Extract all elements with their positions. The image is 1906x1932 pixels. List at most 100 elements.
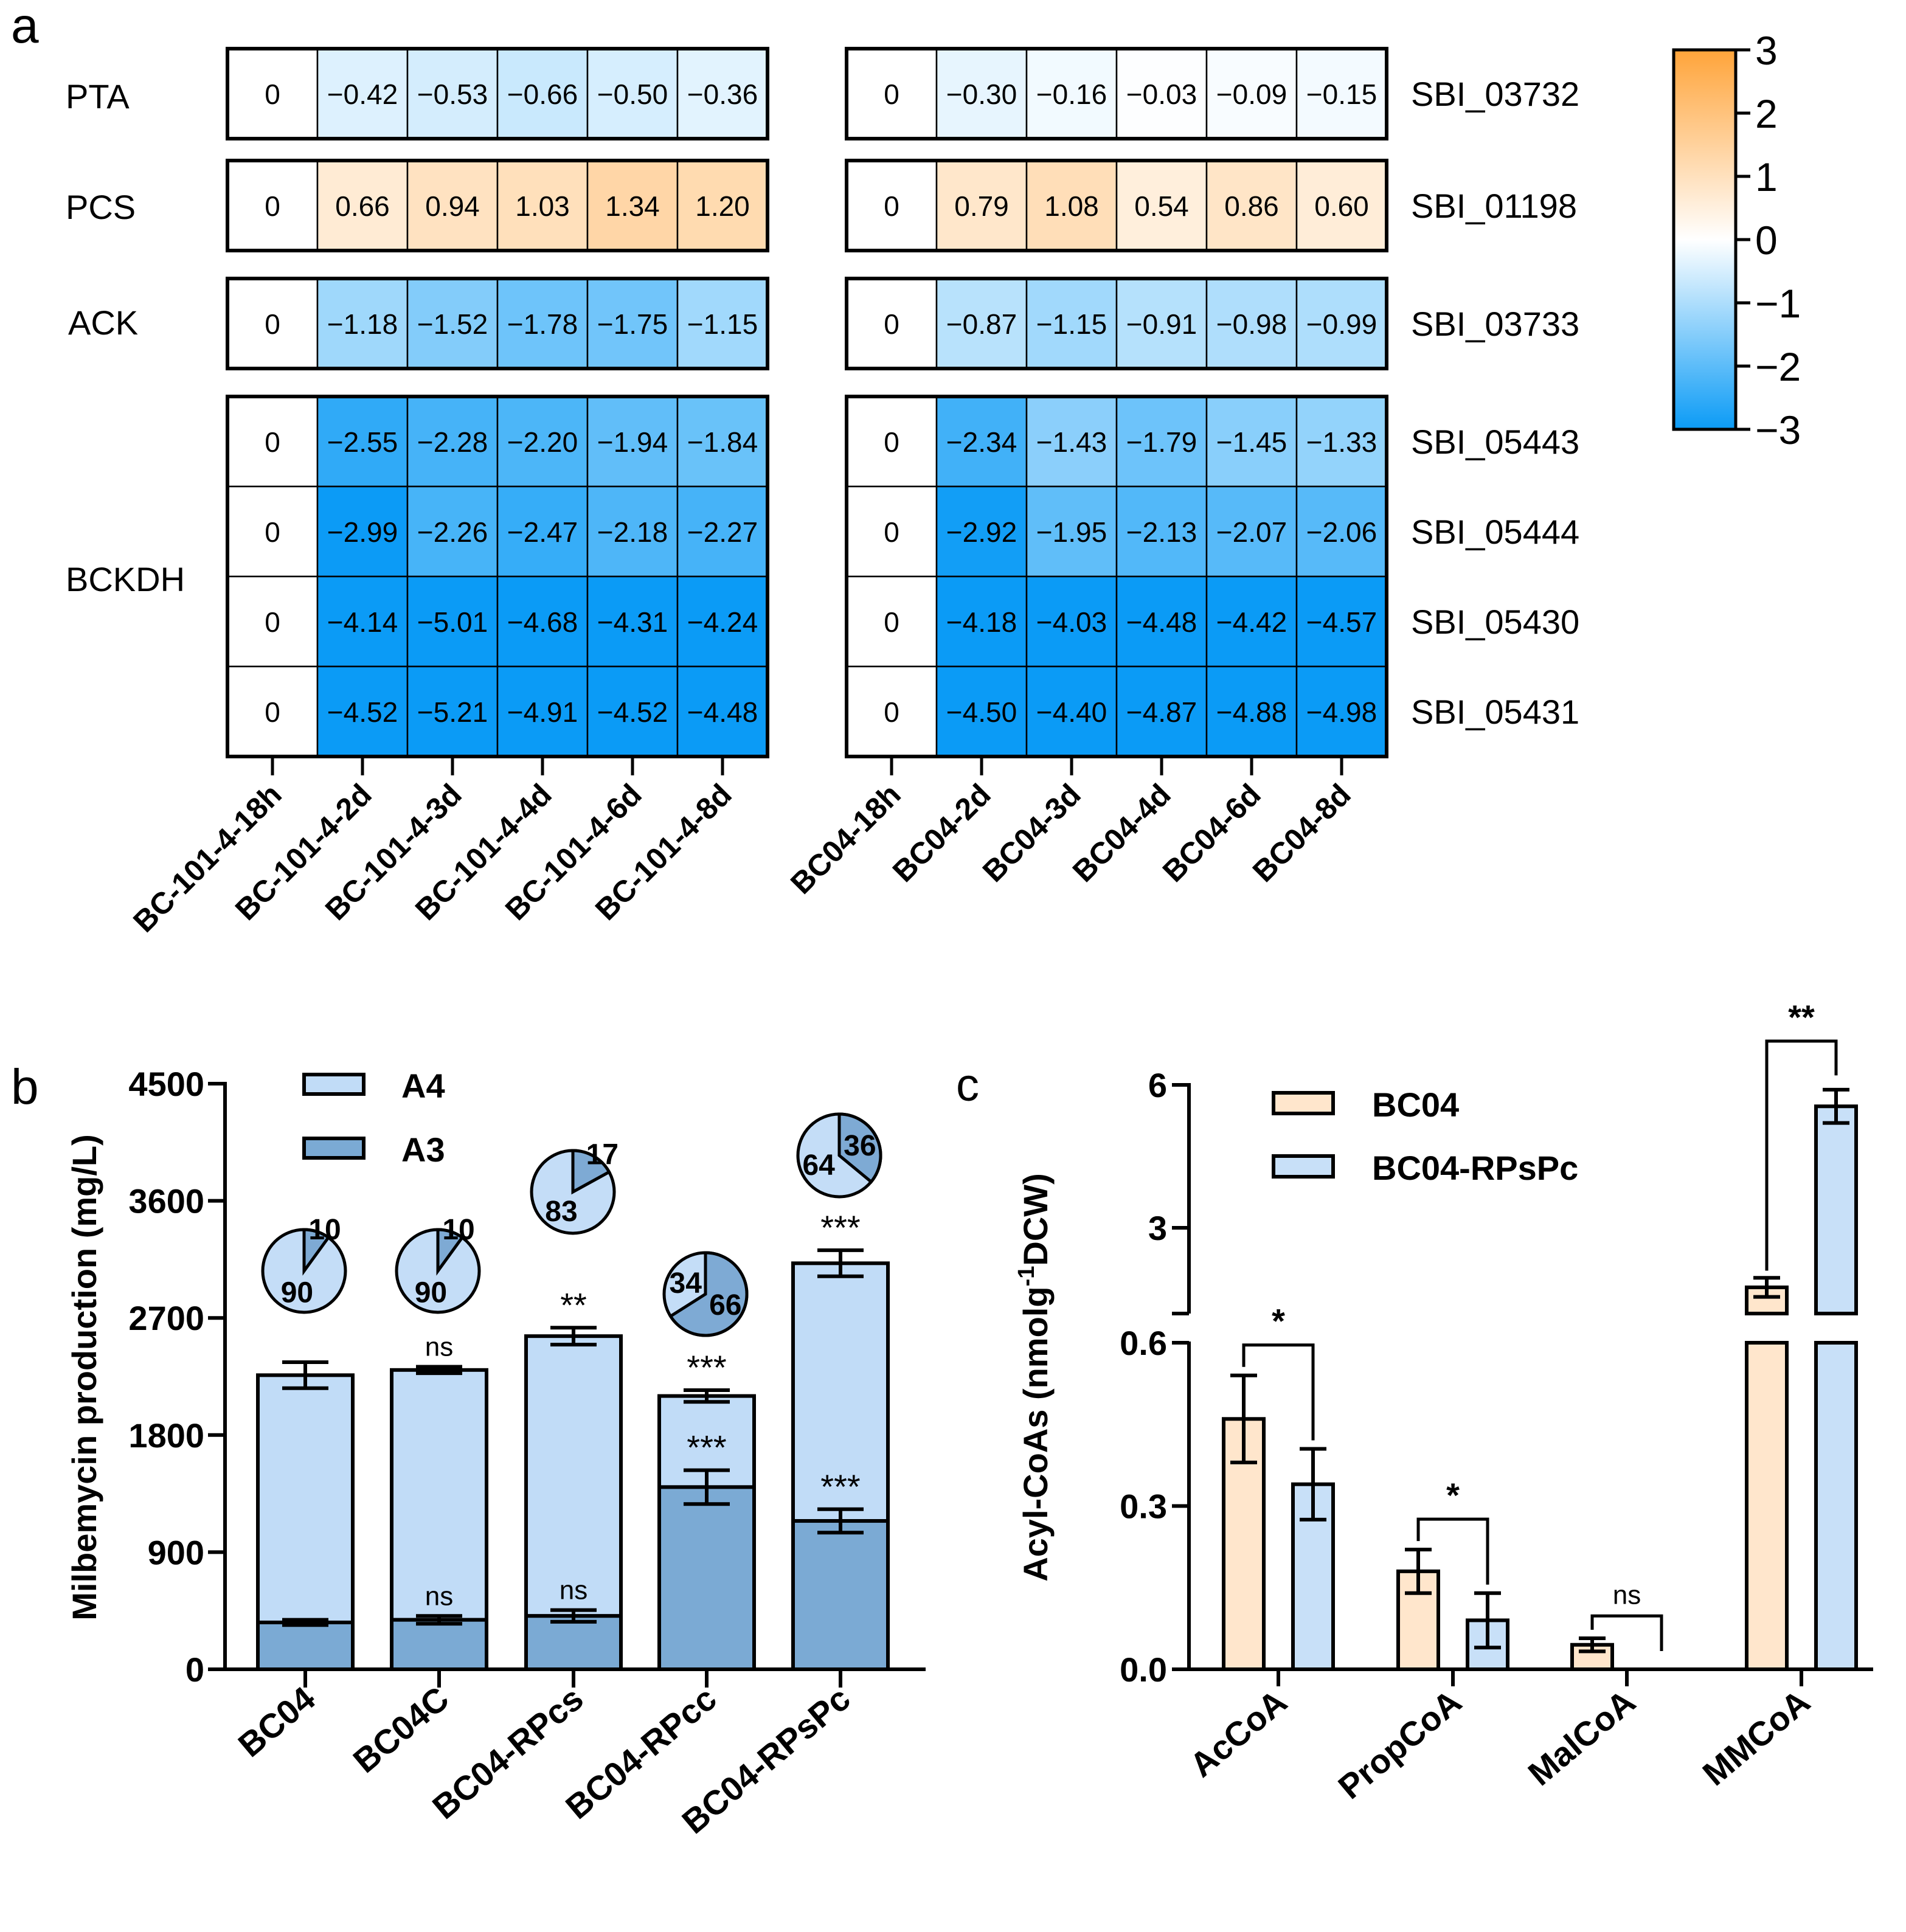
row-label: SBI_05431 xyxy=(1411,693,1579,731)
significance-bracket xyxy=(1416,1517,1489,1585)
heatmap-cell-label: −4.31 xyxy=(597,606,668,638)
column-label: BC04-6d xyxy=(1156,777,1267,888)
bar-a3 xyxy=(390,1618,488,1671)
legend-swatch xyxy=(302,1137,366,1160)
heatmap-block-border xyxy=(226,159,769,252)
pie-a3 xyxy=(837,1112,882,1184)
heatmap-cell-label: −1.18 xyxy=(327,308,398,340)
column-label: BC04-3d xyxy=(976,777,1087,888)
heatmap-cell xyxy=(676,395,769,488)
heatmap-cell-label: 0 xyxy=(265,190,280,222)
heatmap-block-border xyxy=(845,277,1388,370)
legend-swatch xyxy=(302,1073,366,1096)
heatmap-cell-label: 0 xyxy=(265,308,280,340)
heatmap-cell-label: −4.57 xyxy=(1306,606,1377,638)
legend-label: BC04-RPsPc xyxy=(1372,1149,1578,1187)
bar-a4 xyxy=(256,1373,355,1624)
pie-label-a3: 17 xyxy=(586,1139,619,1171)
colorbar-tick-label: 3 xyxy=(1755,28,1778,73)
heatmap-cell xyxy=(406,665,499,758)
heatmap-cell-label: 0 xyxy=(265,78,280,110)
y-tick-label: 3600 xyxy=(128,1182,204,1220)
heatmap-cell xyxy=(496,277,589,370)
column-label: BC04-18h xyxy=(784,777,907,901)
heatmap-cell-label: 0.54 xyxy=(1134,190,1189,222)
significance-label: *** xyxy=(820,1208,860,1247)
heatmap-cell-label: 0.79 xyxy=(954,190,1009,222)
heatmap-cell xyxy=(496,395,589,488)
heatmap-cell-label: −0.91 xyxy=(1126,308,1197,340)
pie-label-a4: 83 xyxy=(545,1196,577,1228)
heatmap-cell xyxy=(586,665,679,758)
heatmap-cell xyxy=(1295,395,1388,488)
heatmap-cell-label: −2.28 xyxy=(417,426,488,458)
x-tick-label: BC04C xyxy=(346,1679,456,1780)
row-label: SBI_05443 xyxy=(1411,423,1579,461)
heatmap-cell-label: −1.94 xyxy=(597,426,668,458)
heatmap-cell xyxy=(586,159,679,252)
heatmap-cell-label: 0.66 xyxy=(335,190,390,222)
heatmap-cell xyxy=(586,277,679,370)
heatmap-cell xyxy=(496,665,589,758)
heatmap-cell-label: −2.26 xyxy=(417,516,488,548)
pie-label-a3: 36 xyxy=(844,1130,876,1162)
pie-a3 xyxy=(668,1251,749,1337)
heatmap-column-labels: BC-101-4-18hBC-101-4-2dBC-101-4-3dBC-101… xyxy=(126,757,1357,939)
heatmap-cell xyxy=(935,159,1028,252)
heatmap-cell-label: −2.92 xyxy=(946,516,1017,548)
row-label: SBI_03733 xyxy=(1411,305,1579,343)
heatmap-cell xyxy=(1295,575,1388,668)
heatmap-cell-label: −2.06 xyxy=(1306,516,1377,548)
significance-label: *** xyxy=(687,1348,726,1387)
heatmap-cell-label: 1.08 xyxy=(1044,190,1099,222)
significance-bracket xyxy=(1765,1039,1838,1271)
bar-1-upper xyxy=(1814,1104,1858,1315)
heatmap-cell-label: −0.36 xyxy=(687,78,758,110)
heatmap-cell-label: −0.16 xyxy=(1036,78,1107,110)
heatmap-cell-label: 0 xyxy=(265,426,280,458)
x-tick-label: MalCoA xyxy=(1521,1682,1643,1793)
pie-a3 xyxy=(571,1149,611,1195)
heatmap-cell-label: −2.13 xyxy=(1126,516,1197,548)
colorbar-tick-label: 2 xyxy=(1755,91,1778,136)
heatmap-cell xyxy=(1025,575,1118,668)
row-label: SBI_05430 xyxy=(1411,603,1579,641)
heatmap-cell xyxy=(676,47,769,140)
heatmap-cell-label: −1.33 xyxy=(1306,426,1377,458)
legend-swatch xyxy=(1272,1154,1335,1179)
heatmap-cell xyxy=(406,485,499,578)
heatmap-cell-label: −4.50 xyxy=(946,696,1017,728)
heatmap-cell xyxy=(316,395,409,488)
heatmap-cell-label: 0 xyxy=(265,606,280,638)
heatmap-cell-label: 0.60 xyxy=(1314,190,1369,222)
heatmap-cell-label: 1.03 xyxy=(515,190,570,222)
colorbar-gradient xyxy=(1672,48,1738,431)
heatmap-cell-label: 1.20 xyxy=(695,190,750,222)
y-tick-label: 0.0 xyxy=(1120,1650,1167,1689)
heatmap-cell xyxy=(496,159,589,252)
row-label: SBI_01198 xyxy=(1411,187,1577,225)
heatmap-left: 0 −0.42 −0.53 −0.66 −0.50 −0.36 0 0.66 0.94 1.03 1… xyxy=(226,47,769,758)
y-tick-label: 900 xyxy=(148,1533,204,1571)
heatmap-cell xyxy=(1025,665,1118,758)
heatmap-cell xyxy=(1205,665,1298,758)
heatmap-cell-label: 0.94 xyxy=(425,190,480,222)
panel-label-b: b xyxy=(11,1059,39,1115)
heatmap-cell-label: −4.48 xyxy=(1126,606,1197,638)
heatmap-cell-label: −1.43 xyxy=(1036,426,1107,458)
stacked-bar-chart: 0 900 1800 2700 3600 4500 Milbemycin productio… xyxy=(65,1065,926,1841)
heatmap-cell xyxy=(316,159,409,252)
heatmap-cell-label: −4.48 xyxy=(687,696,758,728)
heatmap-cell xyxy=(1205,47,1298,140)
bar-a3 xyxy=(256,1620,355,1671)
y-axis-label: Milbemycin production (mg/L) xyxy=(65,1134,103,1621)
significance-label: ** xyxy=(1788,998,1815,1036)
heatmap-cell-label: −1.84 xyxy=(687,426,758,458)
panel-label-c: c xyxy=(956,1059,979,1111)
heatmap-cell-label: −1.78 xyxy=(507,308,578,340)
heatmap-cell-label: −5.21 xyxy=(417,696,488,728)
heatmap-cell xyxy=(1115,395,1208,488)
significance-label: ns xyxy=(425,1581,453,1611)
heatmap-cell xyxy=(935,665,1028,758)
